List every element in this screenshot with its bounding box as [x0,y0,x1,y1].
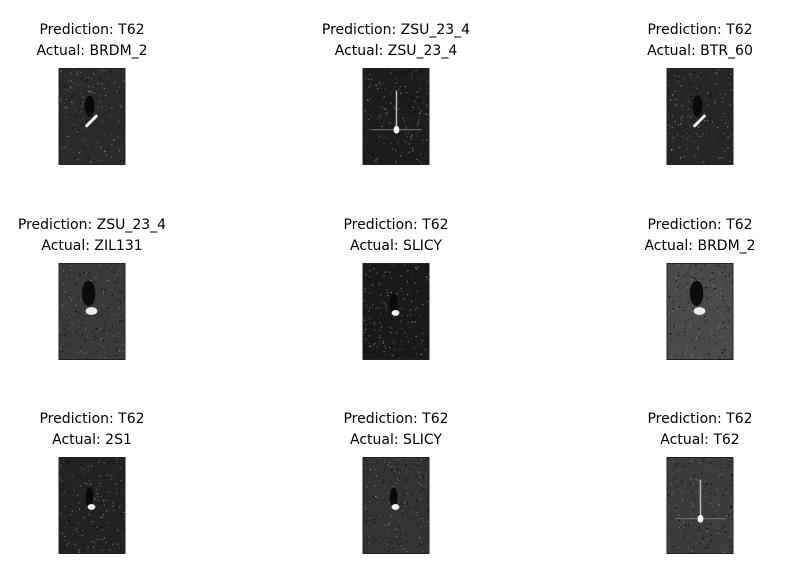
sar-image-canvas [363,264,429,359]
prediction-label: Prediction: T62 [39,22,145,38]
prediction-label: Prediction: T62 [647,22,753,38]
target-signature [689,280,706,315]
prediction-label: Prediction: T62 [343,217,449,233]
target-signature [675,479,726,523]
sar-image-canvas [59,264,125,359]
sar-image [58,68,126,165]
target-signature [85,487,96,510]
sar-image-canvas [667,458,733,553]
target-signature [81,280,98,315]
sar-image [362,457,430,554]
target-signature [692,95,706,128]
sar-image-canvas [667,264,733,359]
sar-image [666,68,734,165]
prediction-label: Prediction: ZSU_23_4 [321,22,471,38]
sar-image [666,457,734,554]
target-signature [389,293,400,316]
sar-image [58,263,126,360]
target-signature [371,90,422,134]
prediction-label: Prediction: ZSU_23_4 [17,217,167,233]
actual-label: Actual: SLICY [350,238,442,254]
prediction-label: Prediction: T62 [647,217,753,233]
actual-label: Actual: ZIL131 [41,238,143,254]
actual-label: Actual: SLICY [350,432,442,448]
actual-label: Actual: BRDM_2 [36,43,148,59]
actual-label: Actual: ZSU_23_4 [334,43,458,59]
target-signature [84,95,98,128]
sar-image-canvas [59,458,125,553]
sar-image-canvas [59,69,125,164]
sar-image [362,263,430,360]
sar-image [58,457,126,554]
target-signature [389,487,400,510]
actual-label: Actual: T62 [660,432,740,448]
actual-label: Actual: BTR_60 [647,43,753,59]
prediction-label: Prediction: T62 [343,411,449,427]
sar-image [362,68,430,165]
actual-label: Actual: BRDM_2 [644,238,756,254]
sar-image-canvas [363,69,429,164]
actual-label: Actual: 2S1 [52,432,132,448]
sar-image [666,263,734,360]
sar-image-canvas [667,69,733,164]
sar-image-canvas [363,458,429,553]
prediction-label: Prediction: T62 [647,411,753,427]
prediction-label: Prediction: T62 [39,411,145,427]
